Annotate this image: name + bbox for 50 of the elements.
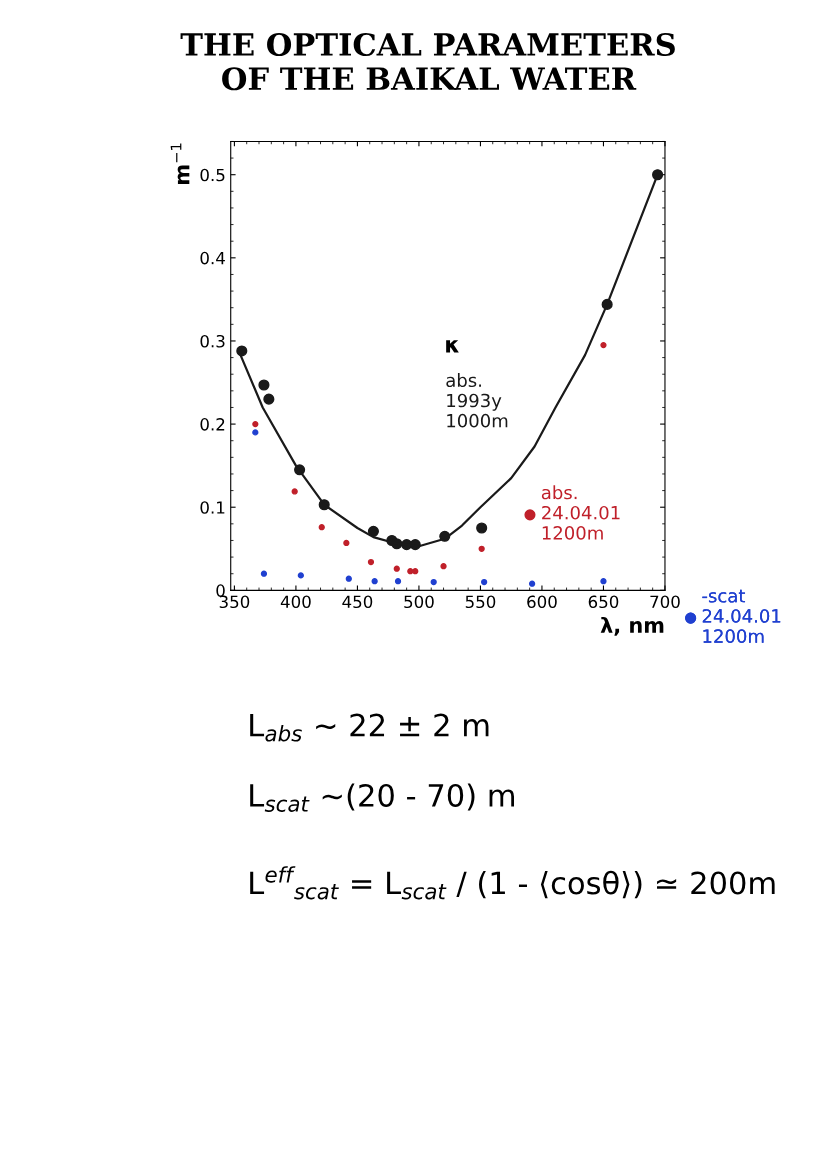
point [297,572,304,579]
y-tick-label: 0.5 [200,168,225,182]
point [260,570,268,577]
point [412,568,419,575]
x-tick-label: 450 [342,595,373,609]
point [371,578,378,585]
point [476,522,488,534]
point [430,578,437,586]
annotation: κ [446,340,459,353]
x-tick-label: 550 [465,595,496,609]
point [345,575,352,582]
point [343,539,350,547]
point [407,568,414,575]
y-axis-title: m$^{−1}$ [170,143,190,184]
legend-label: abs. 24.04.01 1200m [541,485,620,540]
point [478,545,485,552]
point [263,393,275,405]
point [600,578,607,585]
y-tick-label: 0.1 [200,501,225,514]
legend-label: -scat 24.04.01 1200m [702,589,781,643]
point [252,429,259,436]
point [252,420,259,428]
point [258,379,270,391]
y-tick-label: 0 [216,584,225,597]
point [528,580,536,587]
x-tick-label: 700 [650,595,680,609]
text: L$_{abs}$ ~ 22 ± 2 m [250,713,489,742]
point [600,341,607,349]
text: abs. 1993y 1000m [446,373,508,428]
point [394,578,402,585]
chart-title: THE OPTICAL PARAMETERS OF THE BAIKAL WATER [180,32,675,91]
x-tick-label: 500 [404,595,434,609]
point [481,578,488,586]
x-tick-label: 350 [219,595,250,609]
point [393,565,400,572]
point [291,488,298,495]
point [367,558,375,566]
text: L$_{scat}$ ~(20 - 70) m [250,783,514,812]
text: L$^{eff}$$_{scat}$ = L$_{scat}$ / (1 - ⟨cosθ⟩) ≃ 200m [250,866,775,900]
point [236,345,248,357]
y-tick-label: 0.2 [200,418,225,431]
x-tick-label: 400 [280,595,311,609]
y-tick-label: 0.4 [200,251,225,265]
x-axis-title: λ, nm [600,616,664,636]
point [367,525,379,537]
point [440,563,447,570]
x-tick-label: 600 [527,595,557,609]
point [318,524,325,531]
y-tick-label: 0.3 [200,334,225,348]
x-tick-label: 650 [588,595,619,609]
